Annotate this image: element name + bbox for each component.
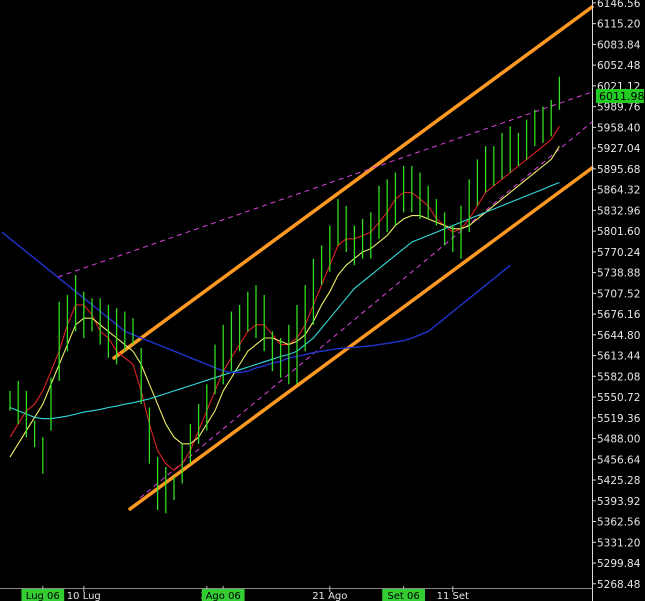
y-tick-label: 5707.52 (597, 288, 640, 300)
y-tick-label: 5613.44 (597, 351, 641, 363)
last-price-marker: 6011.98 (596, 89, 645, 103)
trendlines (57, 91, 593, 499)
moving-averages (1, 126, 560, 472)
ma-fast-line (9, 126, 560, 472)
x-tick-label: Set 06 (387, 591, 419, 601)
y-tick-label: 5299.84 (597, 558, 641, 570)
channel-lower-line[interactable] (128, 166, 594, 511)
x-tick-label: Ago 06 (206, 591, 241, 601)
y-tick-label: 5989.76 (597, 102, 641, 114)
y-tick-label: 5268.48 (597, 579, 640, 591)
y-tick-label: 6115.20 (597, 19, 640, 31)
y-axis: 6146.566115.206083.846052.486021.125989.… (592, 0, 641, 601)
y-tick-label: 5676.16 (597, 309, 641, 321)
channel-upper-line[interactable] (112, 5, 594, 360)
y-tick-label: 5519.36 (597, 413, 641, 425)
trendline-upper[interactable] (57, 91, 593, 278)
y-tick-label: 5488.00 (597, 434, 640, 446)
x-date-badge (21, 589, 65, 601)
price-bars (9, 76, 561, 514)
y-tick-label: 6146.56 (597, 0, 641, 10)
ma-slow-line (9, 181, 560, 420)
x-tick-label: 21 Ago (312, 591, 347, 601)
y-tick-label: 5644.80 (597, 330, 640, 342)
y-tick-label: 5895.68 (597, 164, 640, 176)
last-price-badge (596, 89, 644, 103)
x-date-badge (201, 589, 245, 601)
y-tick-label: 5362.56 (597, 517, 641, 529)
x-tick-label: Lug 06 (26, 591, 60, 601)
y-tick-label: 6083.84 (597, 39, 641, 51)
y-tick-label: 6052.48 (597, 60, 640, 72)
y-tick-label: 5801.60 (597, 226, 640, 238)
x-tick-label: 11 Set (437, 591, 469, 601)
y-tick-label: 5393.92 (597, 496, 640, 508)
y-tick-label: 5331.20 (597, 537, 640, 549)
y-tick-label: 5425.28 (597, 475, 640, 487)
trendline-lower[interactable] (139, 121, 593, 499)
y-tick-label: 5832.96 (597, 205, 641, 217)
price-channel (112, 5, 594, 511)
ma-long-line (1, 231, 511, 374)
y-tick-label: 5864.32 (597, 185, 640, 197)
y-tick-label: 5550.72 (597, 392, 640, 404)
x-date-badge (382, 589, 425, 601)
y-tick-label: 5927.04 (597, 143, 641, 155)
y-tick-label: 5582.08 (597, 371, 640, 383)
plot-area (0, 0, 592, 601)
last-price-label: 6011.98 (599, 90, 645, 103)
ma-mid-line (9, 145, 560, 458)
y-tick-label: 5456.64 (597, 454, 641, 466)
y-tick-label: 5770.24 (597, 247, 641, 259)
y-tick-label: 5738.88 (597, 268, 640, 280)
x-tick-label: 10 Lug (67, 591, 101, 601)
y-tick-label: 5958.40 (597, 122, 640, 134)
